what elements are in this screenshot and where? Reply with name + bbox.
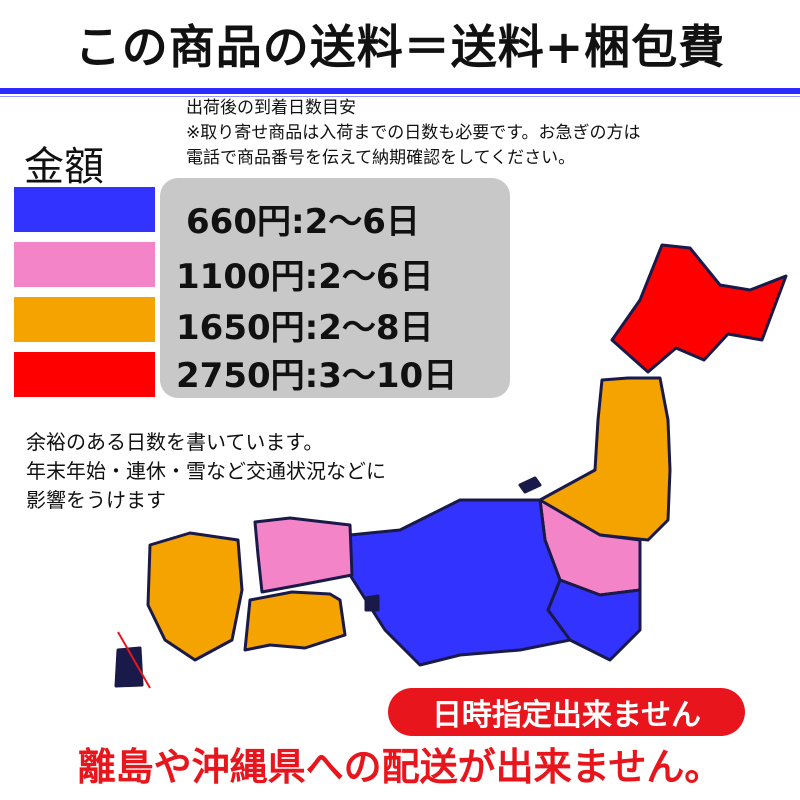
region-shikoku: [243, 590, 347, 652]
japan-map: [114, 243, 788, 689]
caution-text: 余裕のある日数を書いています。 年末年始・連休・雪など交通状況などに 影響をうけ…: [26, 428, 386, 515]
region-chubu-kinki: [348, 498, 572, 667]
price-box: [160, 178, 510, 398]
region-awaji: [364, 594, 380, 612]
page-title: この商品の送料＝送料+梱包費: [74, 20, 726, 74]
region-okinawa-inset: [114, 646, 144, 688]
price-blue: 660円:2〜6日: [186, 202, 420, 242]
price-orange: 1650円:2〜8日: [176, 308, 434, 348]
no-island-shipping-notice: 離島や沖縄県への配送が出来ません。: [77, 745, 723, 789]
no-date-designation-badge: 日時指定出来ません: [388, 688, 745, 736]
title-divider-thin: [0, 96, 800, 97]
region-sado: [518, 476, 542, 494]
price-pink: 1100円:2〜6日: [176, 257, 434, 297]
region-chugoku: [253, 516, 354, 594]
inset-divider: [117, 631, 151, 689]
region-kyushu: [146, 531, 244, 662]
swatch-pink: [14, 242, 155, 287]
note-line: 電話で商品番号を伝えて納期確認をしてください。: [186, 148, 576, 168]
swatch-red: [14, 352, 155, 397]
swatch-orange: [14, 297, 155, 342]
delivery-note: 出荷後の到着日数目安 ※取り寄せ商品は入荷までの日数も必要です。お急ぎの方は 電…: [186, 96, 641, 171]
price-red: 2750円:3〜10日: [176, 356, 458, 396]
caution-line: 年末年始・連休・雪など交通状況などに: [26, 459, 386, 483]
caution-line: 影響をうけます: [26, 488, 166, 512]
caution-line: 余裕のある日数を書いています。: [26, 430, 324, 454]
title-divider: [0, 88, 800, 94]
region-tohoku: [538, 376, 672, 542]
swatch-blue: [14, 187, 155, 232]
amount-label: 金額: [24, 144, 104, 190]
note-line: ※取り寄せ商品は入荷までの日数も必要です。お急ぎの方は: [186, 123, 641, 143]
region-hokkaido: [610, 243, 788, 374]
region-kanto: [546, 578, 642, 662]
note-line: 出荷後の到着日数目安: [186, 98, 356, 118]
